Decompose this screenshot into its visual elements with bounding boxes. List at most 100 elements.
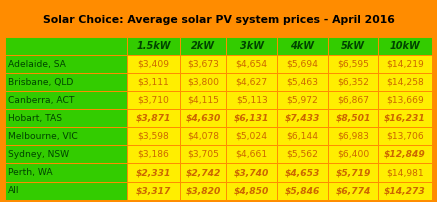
Text: 4kW: 4kW [291,41,314,51]
Text: $3,740: $3,740 [234,168,270,177]
Bar [378,163,432,182]
Bar [127,37,180,55]
Bar [226,109,277,127]
Text: $3,598: $3,598 [138,132,169,141]
Bar [127,55,180,73]
Bar [277,127,328,145]
Text: $4,627: $4,627 [236,78,268,87]
Text: All: All [8,186,20,195]
Text: $3,111: $3,111 [138,78,169,87]
Bar [378,55,432,73]
Bar [277,91,328,109]
Bar [378,91,432,109]
Text: Melbourne, VIC: Melbourne, VIC [8,132,78,141]
Text: $5,694: $5,694 [286,60,319,69]
Bar [180,145,226,163]
Bar [226,127,277,145]
Bar [5,91,127,109]
Bar [180,91,226,109]
Bar [378,145,432,163]
Text: $14,273: $14,273 [384,186,426,195]
Text: $4,630: $4,630 [185,114,221,123]
Bar [328,145,378,163]
Text: $14,981: $14,981 [386,168,424,177]
Bar [378,37,432,55]
Bar [378,182,432,200]
Bar [226,73,277,91]
Text: Canberra, ACT: Canberra, ACT [8,96,75,105]
Text: Perth, WA: Perth, WA [8,168,53,177]
Bar [277,109,328,127]
Bar [5,109,127,127]
Bar [180,163,226,182]
Bar [378,73,432,91]
Text: $16,231: $16,231 [384,114,426,123]
Text: $3,820: $3,820 [185,186,221,195]
Bar [180,182,226,200]
Bar [127,73,180,91]
Text: Solar Choice: Average solar PV system prices - April 2016: Solar Choice: Average solar PV system pr… [42,15,395,25]
Bar [277,182,328,200]
Text: $4,654: $4,654 [236,60,268,69]
Text: $2,331: $2,331 [135,168,171,177]
Bar [180,127,226,145]
Text: $2,742: $2,742 [185,168,221,177]
Text: 3kW: 3kW [240,41,264,51]
Bar [180,73,226,91]
Bar [5,37,127,55]
Text: $13,706: $13,706 [386,132,424,141]
Text: $4,850: $4,850 [234,186,270,195]
Bar [5,163,127,182]
Text: $14,258: $14,258 [386,78,424,87]
Bar [277,37,328,55]
Text: $3,710: $3,710 [137,96,169,105]
Text: $3,186: $3,186 [137,150,169,159]
Bar [180,109,226,127]
Text: $6,983: $6,983 [337,132,369,141]
Bar [226,163,277,182]
Text: $12,849: $12,849 [384,150,426,159]
Bar [226,182,277,200]
Text: $4,661: $4,661 [236,150,268,159]
Bar [277,145,328,163]
Text: $6,867: $6,867 [337,96,369,105]
Text: 10kW: 10kW [390,41,420,51]
Text: $3,705: $3,705 [187,150,219,159]
Text: $6,774: $6,774 [335,186,371,195]
Bar [378,109,432,127]
Bar [277,55,328,73]
Text: $5,113: $5,113 [236,96,267,105]
Text: $5,562: $5,562 [286,150,319,159]
Bar [5,2,432,37]
Text: $4,078: $4,078 [187,132,219,141]
Bar [328,182,378,200]
Bar [127,145,180,163]
Bar [328,163,378,182]
Bar [127,127,180,145]
Bar [328,73,378,91]
Bar [127,182,180,200]
Bar [127,163,180,182]
Text: $6,400: $6,400 [337,150,369,159]
Bar [5,73,127,91]
Bar [226,91,277,109]
Bar [328,109,378,127]
Text: $3,673: $3,673 [187,60,219,69]
Text: Brisbane, QLD: Brisbane, QLD [8,78,74,87]
Bar [226,145,277,163]
Bar [180,37,226,55]
Bar [5,182,127,200]
Bar [127,91,180,109]
Text: $3,800: $3,800 [187,78,219,87]
Text: $6,352: $6,352 [337,78,369,87]
Text: $6,595: $6,595 [337,60,369,69]
Bar [180,55,226,73]
Text: Hobart, TAS: Hobart, TAS [8,114,62,123]
Text: 5kW: 5kW [341,41,365,51]
Bar [328,91,378,109]
Text: $3,317: $3,317 [135,186,171,195]
Text: $5,719: $5,719 [335,168,371,177]
Text: $13,669: $13,669 [386,96,424,105]
Bar [5,127,127,145]
Text: $8,501: $8,501 [335,114,371,123]
